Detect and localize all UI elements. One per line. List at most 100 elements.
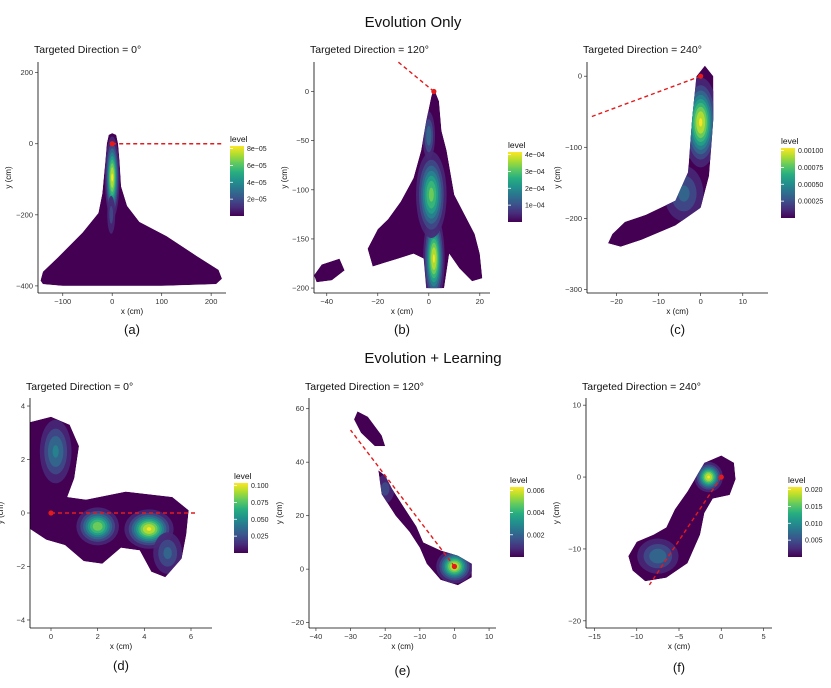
y-tick-label: −200 [565,214,582,223]
density-peak [104,136,120,219]
y-tick-label: −100 [292,185,309,194]
start-point [109,141,115,147]
y-axis-label: y (cm) [4,166,13,189]
x-tick-label: −10 [630,632,643,641]
y-tick-label: −150 [292,234,309,243]
legend-tick-label: 6e−05 [247,163,267,170]
y-tick-label: −400 [16,281,33,290]
legend: level 0.002 0.004 0.006 [510,475,545,557]
legend-tick-label: 1e−04 [525,203,545,210]
start-point [718,474,724,480]
panel-caption: (d) [113,658,129,673]
y-tick-label: 2 [21,455,25,464]
x-tick-label: −100 [54,297,71,306]
y-tick-label: 0 [29,139,33,148]
target-direction-line [648,476,722,586]
x-tick-label: −40 [310,632,323,641]
panel-a: Targeted Direction = 0° −100 0 100 200 −400 −2… [4,44,267,337]
legend-tick-label: 0.002 [527,532,545,539]
contour-level [52,445,59,458]
x-tick-label: −20 [379,632,392,641]
legend-tick-label: 0.010 [805,521,823,528]
x-axis-label: x (cm) [110,642,133,651]
panel-b: Targeted Direction = 120°−40 −20 0 20−200−1… [280,44,545,337]
density-peak [664,165,704,222]
legend-colorbar [788,487,802,557]
density-peak [682,77,714,168]
legend-tick-label: 2e−04 [525,186,545,193]
density-peak [107,195,116,234]
legend: level 0.005 0.010 0.015 0.020 [788,475,823,557]
contour-level [146,527,152,531]
panel-e: Targeted Direction = 120° −40 −30 −20 −10 0 10… [275,381,545,678]
panel-caption: (c) [670,322,685,337]
y-tick-label: 0 [578,72,582,81]
legend-tick-label: 0.005 [805,538,823,545]
density-peak [76,507,119,546]
legend-tick-label: 4e−05 [247,180,267,187]
y-tick-label: 200 [20,68,33,77]
x-axis-label: x (cm) [391,307,414,316]
legend-tick-label: 0.050 [251,517,269,524]
legend-tick-label: 0.075 [251,500,269,507]
x-tick-label: 20 [476,297,484,306]
y-tick-label: −200 [292,284,309,293]
panel-caption: (a) [124,322,140,337]
y-tick-label: −20 [568,616,581,625]
panel-title: Targeted Direction = 120° [305,381,424,393]
start-point [451,563,458,570]
contour-level [163,547,172,560]
start-point [698,73,704,79]
legend-tick-label: 0.004 [527,510,545,517]
contour-level [92,521,103,531]
section-title-evolution-learning: Evolution + Learning [364,350,501,367]
panel-caption: (b) [394,322,410,337]
contour-level [111,173,114,182]
legend-tick-label: 0.00025 [798,199,823,206]
legend-title: level [508,140,526,150]
panel-caption: (f) [673,660,685,675]
legend-tick-label: 0.015 [805,504,823,511]
x-tick-label: 0 [427,297,431,306]
density-surface [628,455,736,582]
contour-level [426,125,432,146]
x-tick-label: 0 [719,632,723,641]
legend: level 1e−04 2e−04 3e−04 4e−04 [508,140,545,222]
panel-title: Targeted Direction = 0° [34,44,141,56]
x-tick-label: 10 [739,297,747,306]
section-title-evolution-only: Evolution Only [365,14,462,31]
x-tick-label: 200 [205,297,218,306]
legend-title: level [781,136,799,146]
y-axis-label: y (cm) [553,166,562,189]
density-peak [416,151,447,238]
legend-tick-label: 3e−04 [525,169,545,176]
x-tick-label: 0 [699,297,703,306]
y-tick-label: 40 [296,458,304,467]
legend-tick-label: 0.020 [805,487,823,494]
contour-level [698,118,703,127]
target-direction-line [349,429,456,567]
y-tick-label: 0 [300,565,304,574]
x-axis-label: x (cm) [668,642,691,651]
y-axis-label: y (cm) [280,166,289,189]
legend-tick-label: 0.00100 [798,148,823,155]
x-tick-label: −10 [413,632,426,641]
density-surface [30,416,189,578]
density-peak [422,111,436,160]
density-peak [39,419,72,484]
legend: level 2e−05 4e−05 6e−05 8e−05 [230,134,267,216]
contour-level [428,187,434,202]
contour-level [432,254,435,263]
y-tick-label: −2 [16,562,25,571]
panel-title: Targeted Direction = 240° [583,44,702,56]
x-tick-label: 2 [96,632,100,641]
legend-colorbar [234,483,248,553]
x-tick-label: −20 [371,297,384,306]
x-tick-label: −5 [675,632,684,641]
density-island [354,411,386,447]
target-direction-line [397,61,435,93]
y-tick-label: −200 [16,210,33,219]
contour-level [649,548,667,564]
x-tick-label: 0 [49,632,53,641]
density-surface [608,65,714,247]
